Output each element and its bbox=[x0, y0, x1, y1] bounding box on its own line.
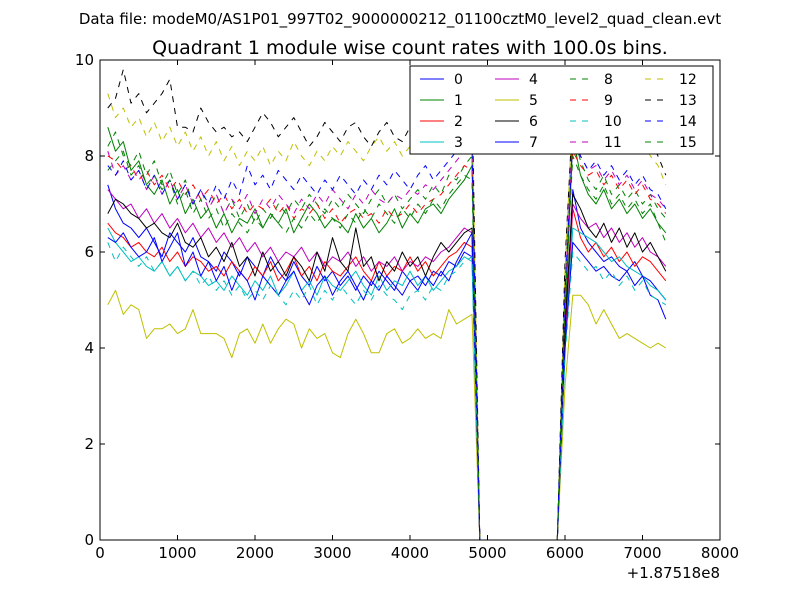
series-line-10 bbox=[107, 242, 667, 540]
y-tick-label: 10 bbox=[75, 51, 94, 69]
x-offset-label: +1.87518e8 bbox=[627, 564, 720, 582]
plot-frame bbox=[99, 59, 721, 541]
legend-item-2: 2 bbox=[420, 114, 463, 130]
x-tick-label: 1000 bbox=[158, 544, 196, 562]
legend-item-11: 11 bbox=[570, 135, 622, 151]
legend-item-6: 6 bbox=[495, 114, 538, 130]
chart-supertitle: Data file: modeM0/AS1P01_997T02_90000002… bbox=[79, 10, 721, 29]
legend-item-5: 5 bbox=[495, 93, 538, 109]
legend-item-8: 8 bbox=[570, 72, 613, 88]
legend-label: 5 bbox=[529, 93, 538, 109]
series-line-14 bbox=[107, 141, 667, 540]
y-tick-label: 4 bbox=[84, 339, 94, 357]
legend-item-10: 10 bbox=[570, 114, 622, 130]
legend-label: 13 bbox=[679, 93, 697, 109]
legend-label: 1 bbox=[454, 93, 463, 109]
legend-label: 10 bbox=[604, 114, 622, 130]
series-line-5 bbox=[107, 289, 667, 540]
series-line-0 bbox=[107, 184, 667, 540]
x-tick-label: 2000 bbox=[236, 544, 274, 562]
x-tick-label: 3000 bbox=[313, 544, 351, 562]
y-tick-label: 0 bbox=[84, 531, 94, 549]
legend-label: 12 bbox=[679, 72, 697, 88]
legend-label: 0 bbox=[454, 72, 463, 88]
legend-item-4: 4 bbox=[495, 72, 538, 88]
x-tick-label: 5000 bbox=[468, 544, 506, 562]
x-tick-label: 8000 bbox=[701, 544, 739, 562]
legend-item-1: 1 bbox=[420, 93, 463, 109]
chart-title: Quadrant 1 module wise count rates with … bbox=[152, 37, 668, 59]
x-tick-label: 4000 bbox=[391, 544, 429, 562]
series-line-7 bbox=[107, 232, 667, 540]
legend-item-15: 15 bbox=[645, 135, 697, 151]
y-tick-label: 8 bbox=[84, 147, 94, 165]
x-tick-label: 6000 bbox=[546, 544, 584, 562]
legend-label: 2 bbox=[454, 114, 463, 130]
legend-box bbox=[409, 65, 714, 155]
series-line-6 bbox=[107, 193, 667, 540]
x-tick-label: 7000 bbox=[623, 544, 661, 562]
legend-label: 15 bbox=[679, 135, 697, 151]
legend-label: 6 bbox=[529, 114, 538, 130]
legend-label: 4 bbox=[529, 72, 538, 88]
legend-item-14: 14 bbox=[645, 114, 697, 130]
legend-label: 14 bbox=[679, 114, 697, 130]
legend-label: 9 bbox=[604, 93, 613, 109]
y-tick-label: 6 bbox=[84, 243, 94, 261]
y-tick-label: 2 bbox=[84, 435, 94, 453]
x-tick-label: 0 bbox=[95, 544, 105, 562]
series-line-15 bbox=[107, 150, 667, 540]
legend-item-7: 7 bbox=[495, 135, 538, 151]
legend-label: 11 bbox=[604, 135, 622, 151]
legend-label: 7 bbox=[529, 135, 538, 151]
legend-item-13: 13 bbox=[645, 93, 697, 109]
legend-label: 3 bbox=[454, 135, 463, 151]
legend-item-3: 3 bbox=[420, 135, 463, 151]
legend-item-12: 12 bbox=[645, 72, 697, 88]
legend-label: 8 bbox=[604, 72, 613, 88]
legend-item-9: 9 bbox=[570, 93, 613, 109]
legend-item-0: 0 bbox=[420, 72, 463, 88]
